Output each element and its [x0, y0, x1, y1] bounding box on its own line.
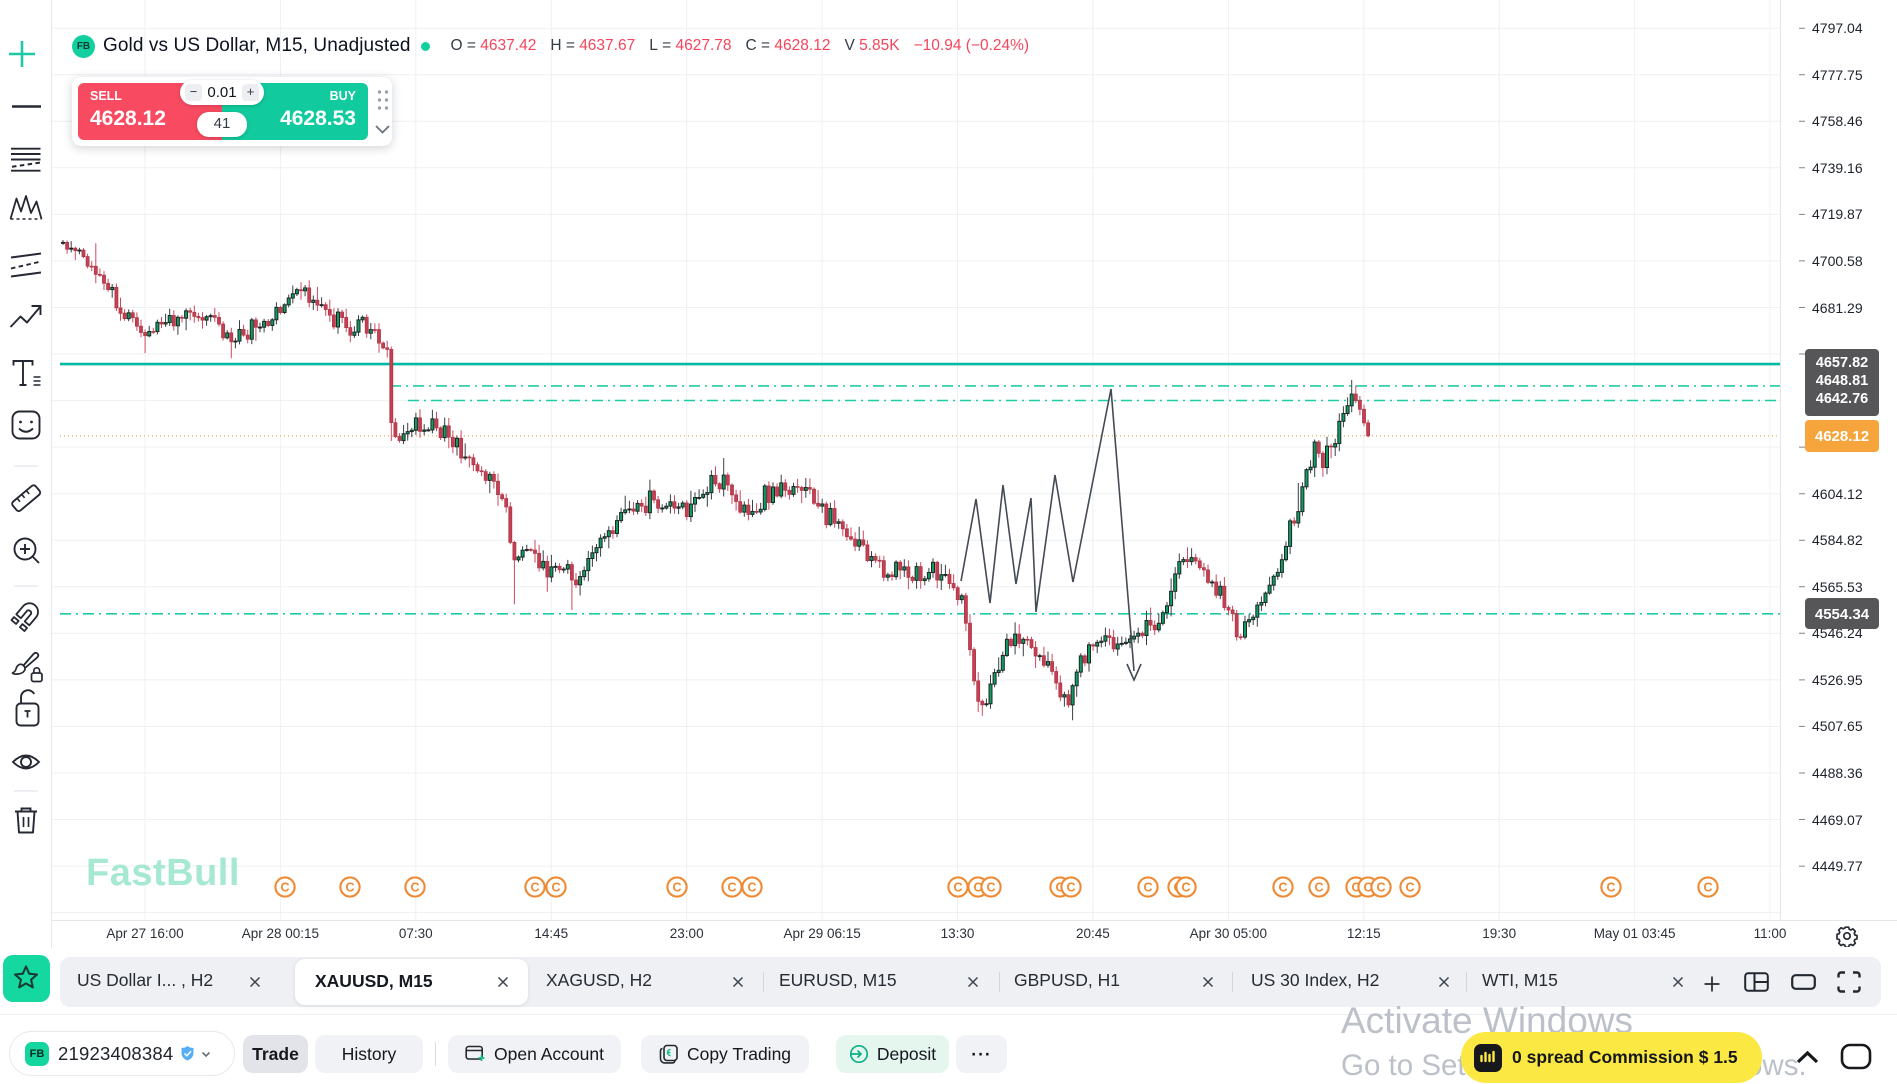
svg-text:C: C: [1181, 881, 1190, 895]
svg-text:C: C: [1278, 881, 1287, 895]
svg-text:C: C: [1376, 881, 1385, 895]
svg-text:C: C: [1363, 881, 1372, 895]
svg-text:C: C: [1703, 881, 1712, 895]
svg-text:C: C: [973, 881, 982, 895]
svg-text:C: C: [747, 881, 756, 895]
svg-text:C: C: [410, 881, 419, 895]
svg-text:C: C: [1405, 881, 1414, 895]
svg-text:C: C: [1143, 881, 1152, 895]
svg-text:C: C: [280, 881, 289, 895]
svg-text:C: C: [727, 881, 736, 895]
svg-text:C: C: [1055, 881, 1064, 895]
svg-text:C: C: [530, 881, 539, 895]
svg-text:C: C: [345, 881, 354, 895]
svg-text:C: C: [1314, 881, 1323, 895]
svg-text:C: C: [1066, 881, 1075, 895]
svg-text:C: C: [551, 881, 560, 895]
svg-text:C: C: [1351, 881, 1360, 895]
svg-text:C: C: [953, 881, 962, 895]
svg-text:C: C: [986, 881, 995, 895]
svg-text:C: C: [672, 881, 681, 895]
svg-text:C: C: [1606, 881, 1615, 895]
